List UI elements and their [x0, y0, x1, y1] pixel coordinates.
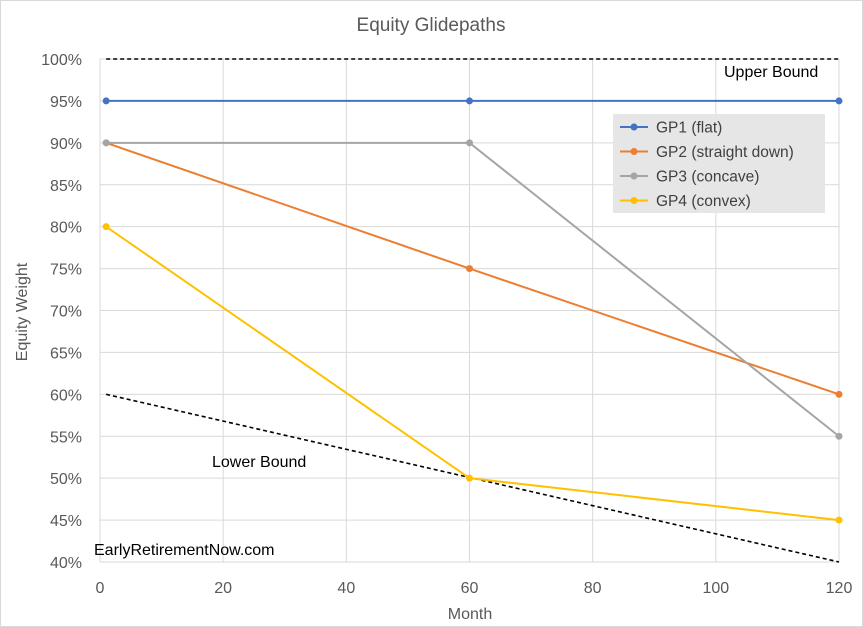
y-axis-label: Equity Weight — [14, 262, 31, 361]
legend-swatch-marker — [630, 172, 638, 180]
chart-title: Equity Glidepaths — [357, 15, 506, 36]
data-point — [835, 432, 843, 440]
data-point — [466, 474, 473, 482]
data-point — [466, 265, 473, 273]
data-point — [466, 97, 473, 105]
y-tick-label: 60% — [50, 387, 82, 404]
series-gp1 — [102, 97, 843, 105]
y-tick-label: 95% — [50, 94, 82, 111]
x-tick-label: 100 — [702, 580, 729, 597]
y-tick-label: 75% — [50, 262, 82, 279]
legend-label: GP2 (straight down) — [656, 144, 794, 161]
data-point — [102, 223, 110, 231]
y-tick-label: 50% — [50, 471, 82, 488]
y-tick-label: 65% — [50, 345, 82, 362]
x-tick-label: 40 — [337, 580, 355, 597]
x-tick-label: 20 — [214, 580, 232, 597]
x-tick-label: 0 — [96, 580, 105, 597]
legend-item: GP3 (concave) — [620, 169, 759, 186]
data-point — [466, 139, 473, 147]
x-tick-label: 120 — [826, 580, 853, 597]
y-tick-label: 55% — [50, 429, 82, 446]
y-tick-label: 100% — [41, 52, 82, 69]
y-tick-label: 85% — [50, 178, 82, 195]
data-point — [835, 390, 843, 398]
data-point — [835, 97, 843, 105]
series-lines — [102, 97, 843, 524]
legend-label: GP1 (flat) — [656, 120, 722, 137]
legend-swatch-marker — [630, 148, 638, 155]
y-tick-label: 70% — [50, 304, 82, 321]
legend-swatch-marker — [630, 123, 638, 131]
upper-bound-label: Upper Bound — [724, 64, 818, 81]
legend-label: GP4 (convex) — [656, 193, 751, 210]
x-tick-label: 80 — [584, 580, 602, 597]
y-tick-label: 40% — [50, 555, 82, 572]
legend-item: GP2 (straight down) — [620, 144, 794, 161]
legend-swatch-marker — [630, 197, 638, 204]
lower-bound-label: Lower Bound — [212, 454, 306, 471]
tick-labels: 40% 45% 50% 55% 60% 65% 70% 75% 80% 85% 90% 95% 100%… — [41, 52, 852, 597]
data-point — [835, 516, 843, 524]
legend-label: GP3 (concave) — [656, 169, 759, 186]
watermark-annotation: EarlyRetirementNow.com — [94, 542, 275, 559]
bound-lines — [105, 58, 840, 563]
legend-item: GP1 (flat) — [620, 120, 722, 137]
legend-item: GP4 (convex) — [620, 193, 751, 210]
series-gp4 — [102, 223, 843, 524]
data-point — [102, 139, 110, 147]
x-axis-label: Month — [448, 606, 492, 623]
legend-box — [613, 114, 825, 213]
legend: GP1 (flat) GP2 (straight down) GP3 (concav… — [613, 114, 825, 213]
lower-bound-line — [105, 393, 840, 563]
y-tick-label: 90% — [50, 136, 82, 153]
series-gp3 — [102, 139, 843, 440]
data-point — [102, 97, 110, 105]
x-tick-label: 60 — [461, 580, 479, 597]
y-tick-label: 80% — [50, 220, 82, 237]
y-tick-label: 45% — [50, 513, 82, 530]
